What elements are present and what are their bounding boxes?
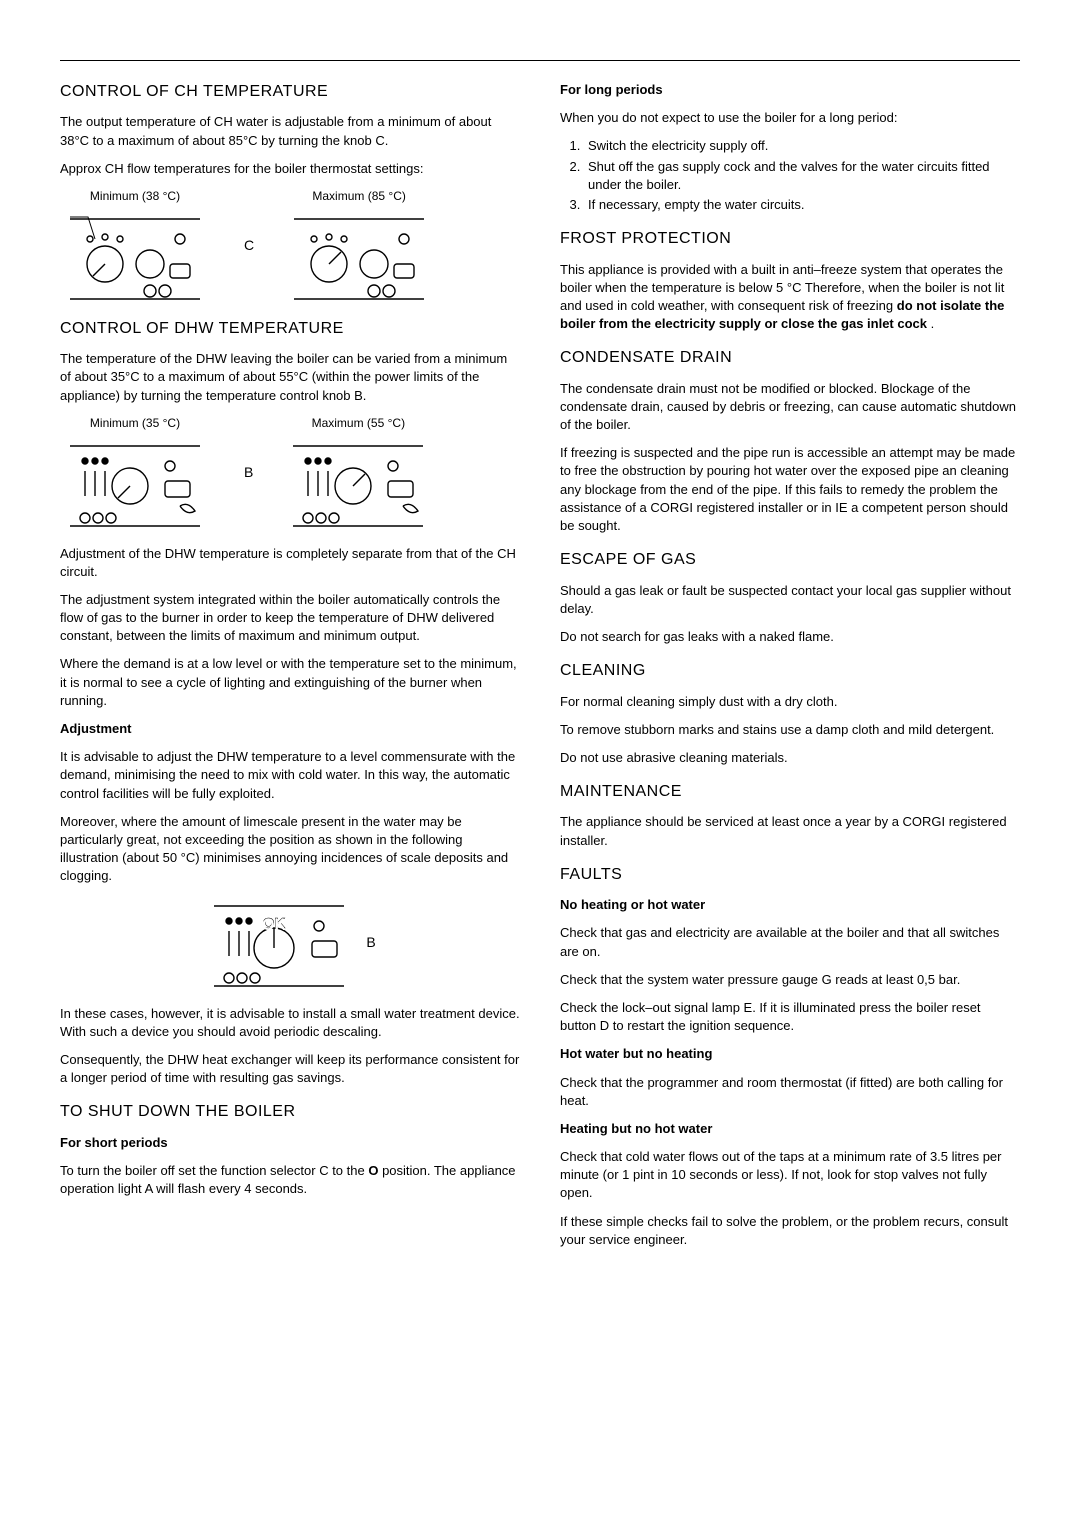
ch-paragraph-1: The output temperature of CH water is ad… <box>60 113 520 149</box>
gas-paragraph-2: Do not search for gas leaks with a naked… <box>560 628 1020 646</box>
clean-paragraph-1: For normal cleaning simply dust with a d… <box>560 693 1020 711</box>
fault-hotwater-label: Hot water but no heating <box>560 1045 1020 1063</box>
two-column-layout: CONTROL OF CH TEMPERATURE The output tem… <box>60 81 1020 1259</box>
heading-cleaning: CLEANING <box>560 660 1020 682</box>
maint-paragraph-1: The appliance should be serviced at leas… <box>560 813 1020 849</box>
dhw-diagram-min: Minimum (35 °C) <box>60 415 210 531</box>
frost-paragraph-1: This appliance is provided with a built … <box>560 261 1020 334</box>
dhw-diagram-max: Maximum (55 °C) <box>283 415 433 531</box>
dhw-adjustment-label: Adjustment <box>60 720 520 738</box>
dhw-paragraph-6: Moreover, where the amount of limescale … <box>60 813 520 886</box>
fault-final: If these simple checks fail to solve the… <box>560 1213 1020 1249</box>
long-periods-list: Switch the electricity supply off. Shut … <box>560 137 1020 214</box>
shut-p1b: O <box>368 1163 378 1178</box>
long-periods-label: For long periods <box>560 81 1020 99</box>
fault-noheat-p2: Check that the system water pressure gau… <box>560 971 1020 989</box>
dhw-paragraph-7: In these cases, however, it is advisable… <box>60 1005 520 1041</box>
left-column: CONTROL OF CH TEMPERATURE The output tem… <box>60 81 520 1259</box>
heading-shutdown: TO SHUT DOWN THE BOILER <box>60 1101 520 1123</box>
dhw-ok-panel-icon: OK OK <box>204 896 354 991</box>
dhw-knob-label: B <box>244 463 253 483</box>
ch-panel-min-icon <box>60 209 210 304</box>
fault-noheat-p3: Check the lock–out signal lamp E. If it … <box>560 999 1020 1035</box>
shut-p1a: To turn the boiler off set the function … <box>60 1163 368 1178</box>
dhw-paragraph-2: Adjustment of the DHW temperature is com… <box>60 545 520 581</box>
dhw-min-caption: Minimum (35 °C) <box>90 415 180 432</box>
heading-gas: ESCAPE OF GAS <box>560 549 1020 571</box>
long-paragraph-1: When you do not expect to use the boiler… <box>560 109 1020 127</box>
svg-text:OK: OK <box>262 917 286 934</box>
ch-diagram-row: Minimum (38 °C) <box>60 188 520 304</box>
long-li-3: If necessary, empty the water circuits. <box>584 196 1020 214</box>
dhw-diagram-row: Minimum (35 °C) B <box>60 415 520 531</box>
fault-noheat-label: No heating or hot water <box>560 896 1020 914</box>
dhw-paragraph-5: It is advisable to adjust the DHW temper… <box>60 748 520 803</box>
gas-paragraph-1: Should a gas leak or fault be suspected … <box>560 582 1020 618</box>
clean-paragraph-2: To remove stubborn marks and stains use … <box>560 721 1020 739</box>
dhw-paragraph-1: The temperature of the DHW leaving the b… <box>60 350 520 405</box>
fault-heating-p1: Check that cold water flows out of the t… <box>560 1148 1020 1203</box>
dhw-panel-min-icon <box>60 436 210 531</box>
ch-knob-label: C <box>244 236 254 256</box>
dhw-max-caption: Maximum (55 °C) <box>312 415 405 432</box>
heading-frost: FROST PROTECTION <box>560 228 1020 250</box>
dhw-paragraph-3: The adjustment system integrated within … <box>60 591 520 646</box>
heading-faults: FAULTS <box>560 864 1020 886</box>
ch-paragraph-2: Approx CH flow temperatures for the boil… <box>60 160 520 178</box>
top-rule <box>60 60 1020 61</box>
right-column: For long periods When you do not expect … <box>560 81 1020 1259</box>
heading-maintenance: MAINTENANCE <box>560 781 1020 803</box>
frost-p1c: . <box>927 316 934 331</box>
dhw-panel-max-icon <box>283 436 433 531</box>
ch-diagram-min: Minimum (38 °C) <box>60 188 210 304</box>
ch-panel-max-icon <box>284 209 434 304</box>
clean-paragraph-3: Do not use abrasive cleaning materials. <box>560 749 1020 767</box>
ch-diagram-max: Maximum (85 °C) <box>284 188 434 304</box>
shutdown-paragraph-1: To turn the boiler off set the function … <box>60 1162 520 1198</box>
shutdown-short-label: For short periods <box>60 1134 520 1152</box>
heading-condensate: CONDENSATE DRAIN <box>560 347 1020 369</box>
fault-heating-label: Heating but no hot water <box>560 1120 1020 1138</box>
dhw-paragraph-4: Where the demand is at a low level or wi… <box>60 655 520 710</box>
dhw-ok-knob-label: B <box>366 933 375 953</box>
dhw-paragraph-8: Consequently, the DHW heat exchanger wil… <box>60 1051 520 1087</box>
dhw-ok-diagram: OK OK B <box>60 896 520 991</box>
ch-min-caption: Minimum (38 °C) <box>90 188 180 205</box>
ch-max-caption: Maximum (85 °C) <box>312 188 405 205</box>
cond-paragraph-2: If freezing is suspected and the pipe ru… <box>560 444 1020 535</box>
heading-dhw-temp: CONTROL OF DHW TEMPERATURE <box>60 318 520 340</box>
long-li-2: Shut off the gas supply cock and the val… <box>584 158 1020 194</box>
fault-hotwater-p1: Check that the programmer and room therm… <box>560 1074 1020 1110</box>
cond-paragraph-1: The condensate drain must not be modifie… <box>560 380 1020 435</box>
fault-noheat-p1: Check that gas and electricity are avail… <box>560 924 1020 960</box>
heading-ch-temp: CONTROL OF CH TEMPERATURE <box>60 81 520 103</box>
long-li-1: Switch the electricity supply off. <box>584 137 1020 155</box>
